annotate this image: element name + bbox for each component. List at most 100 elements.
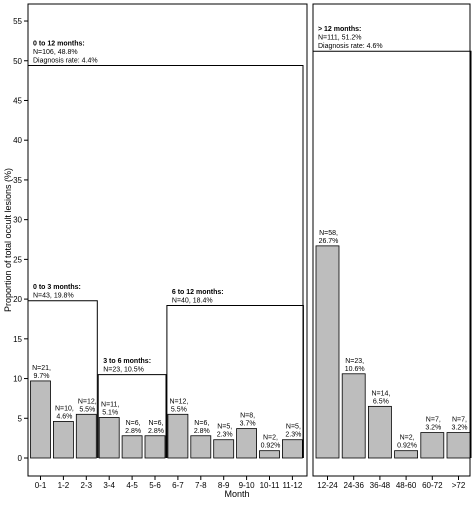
bar-label-count: N=2, <box>400 435 415 442</box>
group-title: 0 to 3 months: <box>33 284 81 291</box>
x-tick-label: 5-6 <box>149 481 161 490</box>
group-stat: N=43, 19.8% <box>33 293 74 300</box>
bar-label-count: N=5, <box>217 424 232 431</box>
y-tick-label: 20 <box>13 295 22 304</box>
x-tick-label: 7-8 <box>195 481 207 490</box>
group-bracket-5 <box>312 50 472 458</box>
x-tick-label: 48-60 <box>396 481 417 490</box>
bar-label-count: N=10, <box>55 405 74 412</box>
group-stat: Diagnosis rate: 4.4% <box>33 58 98 65</box>
bar <box>121 435 143 459</box>
y-tick-label: 10 <box>13 375 22 384</box>
y-tick-label: 30 <box>13 216 22 225</box>
bar <box>53 421 74 459</box>
group-bracket-2 <box>27 300 98 458</box>
bar <box>30 380 51 459</box>
bar-label-percent: 3.2% <box>425 425 441 432</box>
x-tick-label: 3-4 <box>103 481 115 490</box>
bar <box>236 428 258 459</box>
bar-label-percent: 2.3% <box>217 432 233 439</box>
bar-label-count: N=12, <box>169 398 188 405</box>
bar-label-percent: 9.7% <box>34 373 50 380</box>
group-bracket-3 <box>97 374 167 458</box>
x-tick-label: 36-48 <box>370 481 391 490</box>
group-bracket-4 <box>166 304 304 458</box>
group-stat: N=40, 18.4% <box>172 297 213 304</box>
bar <box>98 417 120 459</box>
y-tick-label: 0 <box>18 454 23 463</box>
bar-label-count: N=6, <box>149 420 164 427</box>
group-title: 0 to 12 months: <box>33 41 85 48</box>
bar <box>446 432 471 459</box>
bar <box>213 439 235 459</box>
bar-label-percent: 5.5% <box>79 406 95 413</box>
bar-label-percent: 5.5% <box>171 406 187 413</box>
bar-label-count: N=11, <box>101 401 119 408</box>
bar-label-percent: 2.3% <box>285 432 301 439</box>
x-tick-label: 12-24 <box>317 481 338 490</box>
bar-label-count: N=6, <box>126 420 141 427</box>
x-tick-label: 8-9 <box>218 481 230 490</box>
bar-label-percent: 5.1% <box>102 409 118 416</box>
bar-label-percent: 0.92% <box>261 443 281 450</box>
x-tick-label: 4-5 <box>126 481 138 490</box>
x-tick-label: 24-36 <box>343 481 364 490</box>
bar-label-count: N=14, <box>371 390 390 397</box>
x-tick-label: 0-1 <box>35 481 47 490</box>
bar-label-percent: 10.6% <box>345 366 365 373</box>
bar <box>394 450 419 459</box>
bar <box>144 435 166 459</box>
bar-label-count: N=58, <box>319 230 338 237</box>
group-stat: N=111, 51.2% <box>318 35 362 42</box>
bar-label-count: N=8, <box>240 413 255 420</box>
group-title: 3 to 6 months: <box>103 358 151 365</box>
bar-label-percent: 2.8% <box>148 428 164 435</box>
bar <box>315 245 340 459</box>
bar-label-count: N=6, <box>194 420 209 427</box>
bar <box>420 432 445 459</box>
group-title: 6 to 12 months: <box>172 289 224 296</box>
bar <box>167 413 189 459</box>
y-tick-label: 40 <box>13 136 22 145</box>
group-title: > 12 months: <box>318 26 361 33</box>
group-bracket-1 <box>27 65 304 458</box>
y-tick-label: 15 <box>13 335 22 344</box>
bar-label-percent: 26.7% <box>319 238 339 245</box>
group-stat: Diagnosis rate: 4.6% <box>318 43 383 50</box>
bar-label-percent: 2.8% <box>125 428 141 435</box>
bar-label-percent: 0.92% <box>397 443 417 450</box>
y-tick-label: 55 <box>13 17 22 26</box>
bar-label-percent: 4.6% <box>56 413 72 420</box>
bar-label-count: N=2, <box>263 435 278 442</box>
bar-label-percent: 3.7% <box>240 421 256 428</box>
bar-label-count: N=21, <box>32 365 51 372</box>
group-stat: N=23, 10.5% <box>103 367 144 374</box>
x-tick-label: 2-3 <box>81 481 93 490</box>
x-tick-label: 6-7 <box>172 481 184 490</box>
y-tick-label: 50 <box>13 57 22 66</box>
bar <box>341 373 366 459</box>
bar-label-count: N=5, <box>286 424 301 431</box>
bar-label-percent: 3.2% <box>452 425 468 432</box>
y-tick-label: 25 <box>13 255 22 264</box>
bar <box>75 413 97 459</box>
bar <box>367 405 392 459</box>
bar <box>281 439 303 459</box>
x-tick-label: 60-72 <box>422 481 443 490</box>
y-tick-label: 35 <box>13 176 22 185</box>
x-tick-label: 1-2 <box>58 481 70 490</box>
bar-label-percent: 6.5% <box>373 398 389 405</box>
x-tick-label: 9-10 <box>239 481 256 490</box>
bar-label-count: N=12, <box>78 398 97 405</box>
y-tick-label: 5 <box>18 414 23 423</box>
x-tick-label: >72 <box>452 481 466 490</box>
y-axis-title: Proportion of total occult lesions (%) <box>3 168 13 312</box>
bar-label-count: N=23, <box>345 358 364 365</box>
bar <box>190 435 212 459</box>
x-tick-label: 11-12 <box>282 481 302 490</box>
x-tick-label: 10-11 <box>260 481 280 490</box>
group-stat: N=106, 48.8% <box>33 49 78 56</box>
y-tick-label: 45 <box>13 96 22 105</box>
